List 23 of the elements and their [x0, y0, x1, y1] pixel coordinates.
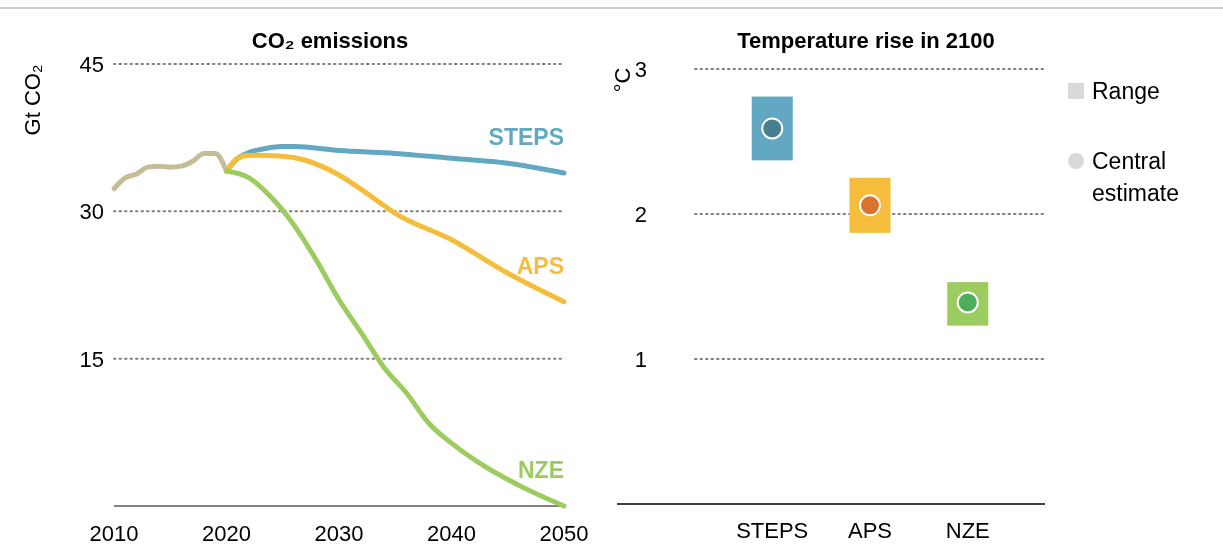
- series-label: APS: [516, 252, 564, 279]
- y-tick-label: 15: [79, 346, 104, 372]
- series-label: STEPS: [488, 124, 564, 151]
- x-tick-label: APS: [847, 518, 893, 543]
- y-axis-title: °C: [610, 67, 635, 93]
- x-tick-label: STEPS: [736, 518, 809, 543]
- x-tick-label: 2040: [427, 521, 476, 546]
- y-tick-label: 30: [79, 199, 104, 225]
- y-tick-label: 45: [79, 52, 104, 77]
- y-tick-label: 3: [634, 57, 647, 82]
- chart-title: CO₂ emissions: [251, 28, 409, 53]
- x-tick-label: NZE: [945, 518, 990, 543]
- x-tick-label: 2010: [89, 521, 139, 546]
- y-axis-title: Gt CO₂: [20, 64, 45, 136]
- x-tick-label: 2050: [539, 521, 589, 546]
- series-label: NZE: [518, 457, 564, 483]
- y-tick-label: 2: [634, 202, 647, 227]
- x-tick-label: 2030: [314, 521, 364, 546]
- x-tick-label: 2020: [202, 521, 251, 546]
- text: Range: [1092, 78, 1160, 104]
- text: Central estimate: [1092, 148, 1179, 206]
- chart-title: Temperature rise in 2100: [737, 28, 995, 53]
- y-tick-label: 1: [634, 347, 647, 372]
